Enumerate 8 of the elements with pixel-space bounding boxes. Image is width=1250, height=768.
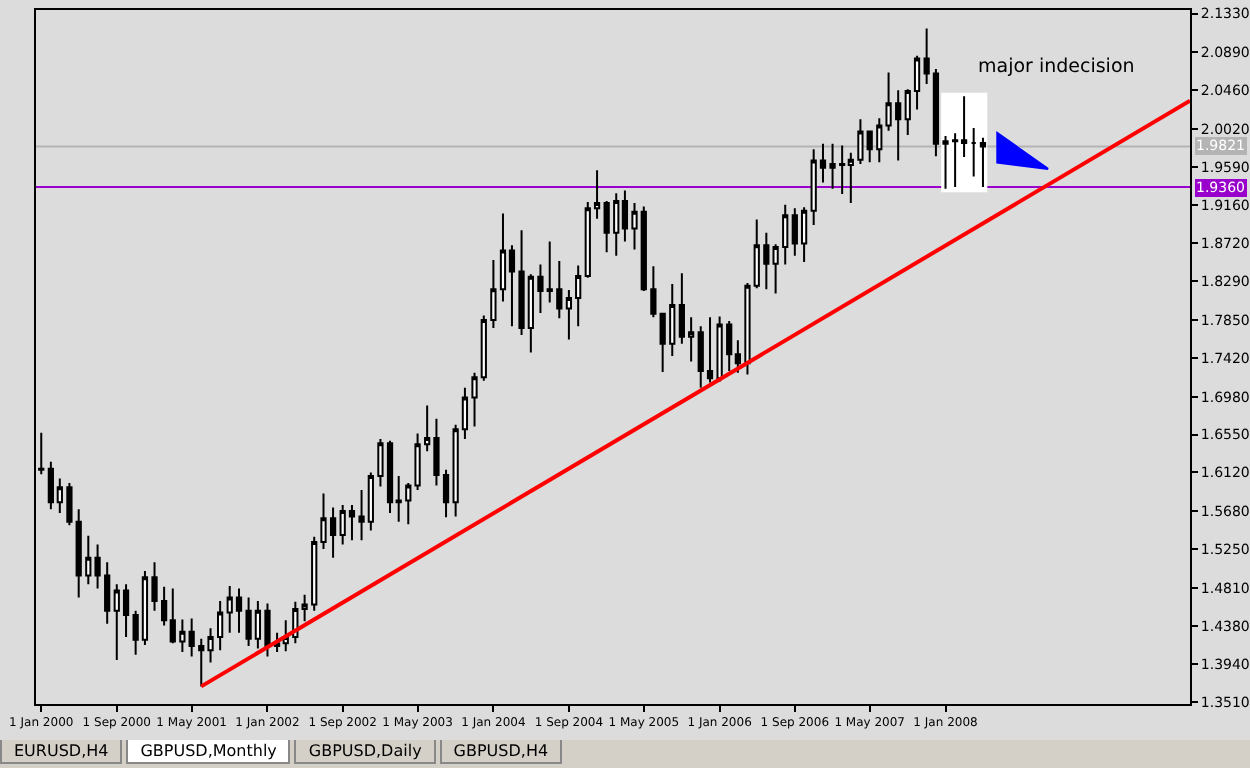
text: GBPUSD,H4 xyxy=(439,740,563,764)
candlestick xyxy=(979,136,987,189)
annotation: major indecision xyxy=(978,56,1135,78)
text: GBPUSD,Daily xyxy=(294,740,436,764)
candlestick xyxy=(800,206,808,263)
text: GBPUSD,Monthly xyxy=(126,740,291,764)
text: EURUSD,H4 xyxy=(0,740,123,764)
candlestick xyxy=(970,127,977,178)
